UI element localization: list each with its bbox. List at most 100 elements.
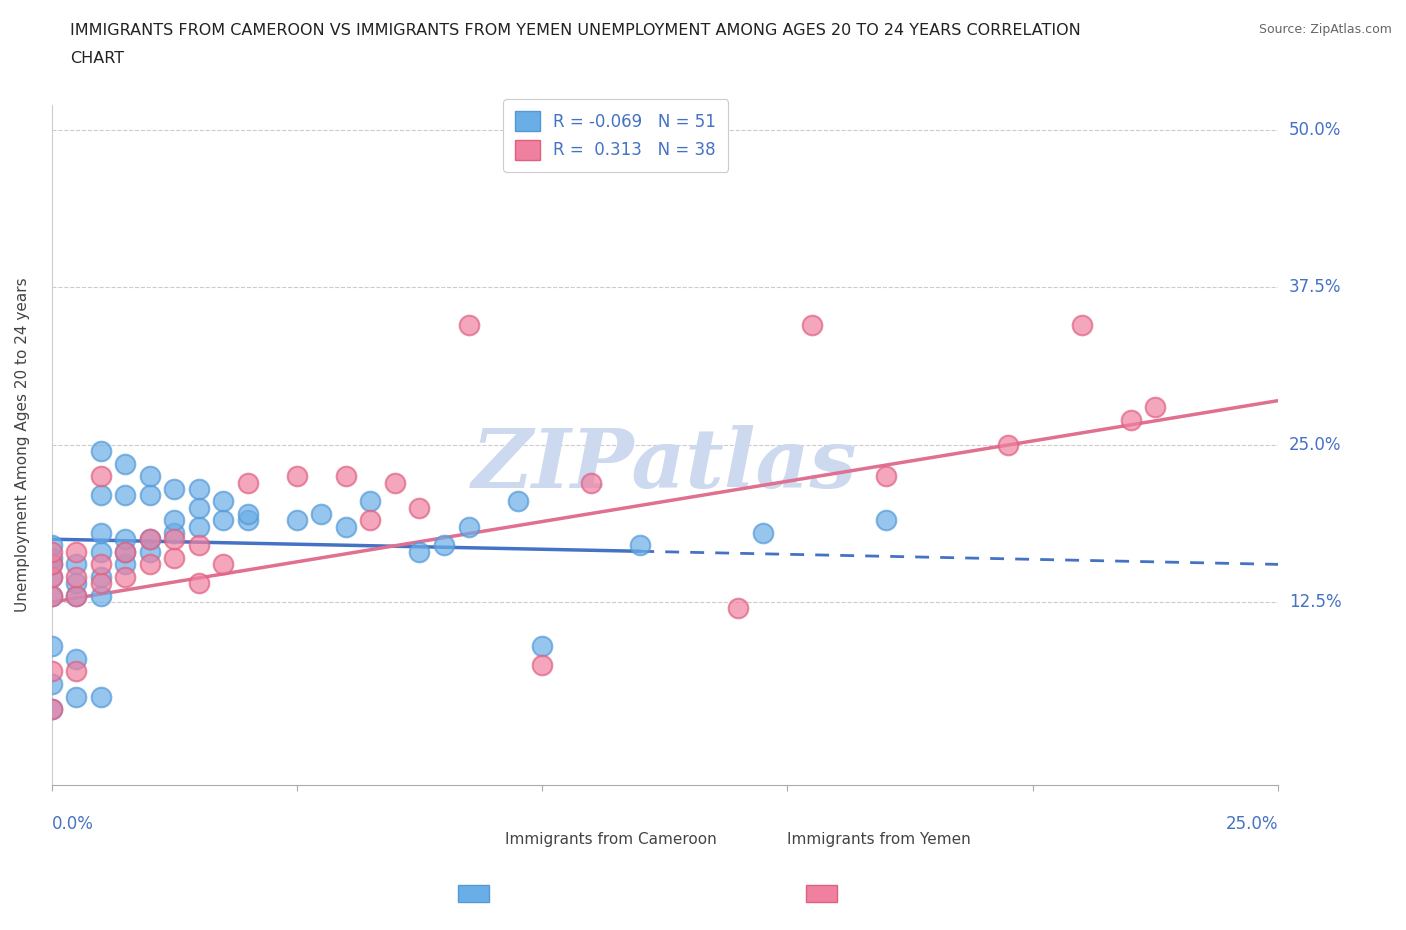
Point — [41, 569, 63, 584]
Text: Immigrants from Cameroon: Immigrants from Cameroon — [505, 832, 717, 847]
Point — [163, 551, 186, 565]
Point — [41, 551, 63, 565]
Point — [335, 519, 357, 534]
Point — [41, 557, 63, 572]
Point — [801, 318, 824, 333]
Point — [41, 639, 63, 654]
Text: Source: ZipAtlas.com: Source: ZipAtlas.com — [1258, 23, 1392, 36]
Text: 0.0%: 0.0% — [52, 816, 93, 833]
Bar — [806, 885, 837, 902]
Text: ZIPatlas: ZIPatlas — [472, 425, 858, 505]
Point — [114, 557, 136, 572]
Point — [457, 318, 479, 333]
Point — [90, 589, 112, 604]
Text: CHART: CHART — [70, 51, 124, 66]
Y-axis label: Unemployment Among Ages 20 to 24 years: Unemployment Among Ages 20 to 24 years — [15, 277, 30, 612]
Point — [531, 658, 554, 672]
Point — [65, 651, 87, 666]
Point — [90, 469, 112, 484]
Point — [1144, 400, 1167, 415]
Point — [628, 538, 651, 553]
Text: 12.5%: 12.5% — [1289, 593, 1341, 611]
Point — [875, 512, 897, 527]
Point — [335, 469, 357, 484]
Point — [236, 512, 259, 527]
Point — [187, 576, 209, 591]
Point — [408, 544, 430, 559]
Point — [114, 569, 136, 584]
Point — [236, 507, 259, 522]
Point — [506, 494, 529, 509]
Point — [90, 544, 112, 559]
Point — [236, 475, 259, 490]
Point — [65, 689, 87, 704]
Point — [138, 557, 160, 572]
Point — [163, 512, 186, 527]
Point — [41, 664, 63, 679]
Point — [90, 569, 112, 584]
Point — [41, 677, 63, 692]
Bar — [458, 885, 489, 902]
Point — [65, 544, 87, 559]
Point — [408, 500, 430, 515]
Text: IMMIGRANTS FROM CAMEROON VS IMMIGRANTS FROM YEMEN UNEMPLOYMENT AMONG AGES 20 TO : IMMIGRANTS FROM CAMEROON VS IMMIGRANTS F… — [70, 23, 1081, 38]
Point — [187, 519, 209, 534]
Point — [285, 512, 308, 527]
Point — [114, 532, 136, 547]
Point — [997, 437, 1019, 452]
Point — [727, 601, 749, 616]
Point — [187, 482, 209, 497]
Point — [65, 569, 87, 584]
Point — [138, 544, 160, 559]
Point — [138, 532, 160, 547]
Point — [41, 569, 63, 584]
Point — [384, 475, 406, 490]
Legend: R = -0.069   N = 51, R =  0.313   N = 38: R = -0.069 N = 51, R = 0.313 N = 38 — [503, 100, 728, 172]
Point — [1070, 318, 1092, 333]
Point — [359, 512, 381, 527]
Point — [1119, 412, 1142, 427]
Text: 37.5%: 37.5% — [1289, 278, 1341, 297]
Point — [41, 538, 63, 553]
Point — [752, 525, 775, 540]
Point — [163, 482, 186, 497]
Point — [90, 487, 112, 502]
Point — [138, 532, 160, 547]
Point — [138, 487, 160, 502]
Text: 50.0%: 50.0% — [1289, 121, 1341, 139]
Point — [212, 512, 235, 527]
Point — [65, 589, 87, 604]
Point — [90, 525, 112, 540]
Point — [90, 576, 112, 591]
Point — [90, 444, 112, 458]
Point — [285, 469, 308, 484]
Point — [875, 469, 897, 484]
Point — [163, 525, 186, 540]
Point — [65, 589, 87, 604]
Point — [114, 544, 136, 559]
Point — [41, 589, 63, 604]
Point — [65, 576, 87, 591]
Point — [187, 500, 209, 515]
Point — [41, 544, 63, 559]
Point — [311, 507, 333, 522]
Point — [457, 519, 479, 534]
Point — [433, 538, 456, 553]
Point — [114, 457, 136, 472]
Point — [65, 557, 87, 572]
Point — [65, 664, 87, 679]
Point — [41, 702, 63, 717]
Point — [359, 494, 381, 509]
Point — [90, 689, 112, 704]
Point — [90, 557, 112, 572]
Text: 25.0%: 25.0% — [1226, 816, 1278, 833]
Point — [212, 557, 235, 572]
Point — [579, 475, 602, 490]
Text: Immigrants from Yemen: Immigrants from Yemen — [787, 832, 972, 847]
Point — [114, 544, 136, 559]
Point — [41, 557, 63, 572]
Point — [187, 538, 209, 553]
Point — [212, 494, 235, 509]
Point — [163, 532, 186, 547]
Point — [41, 702, 63, 717]
